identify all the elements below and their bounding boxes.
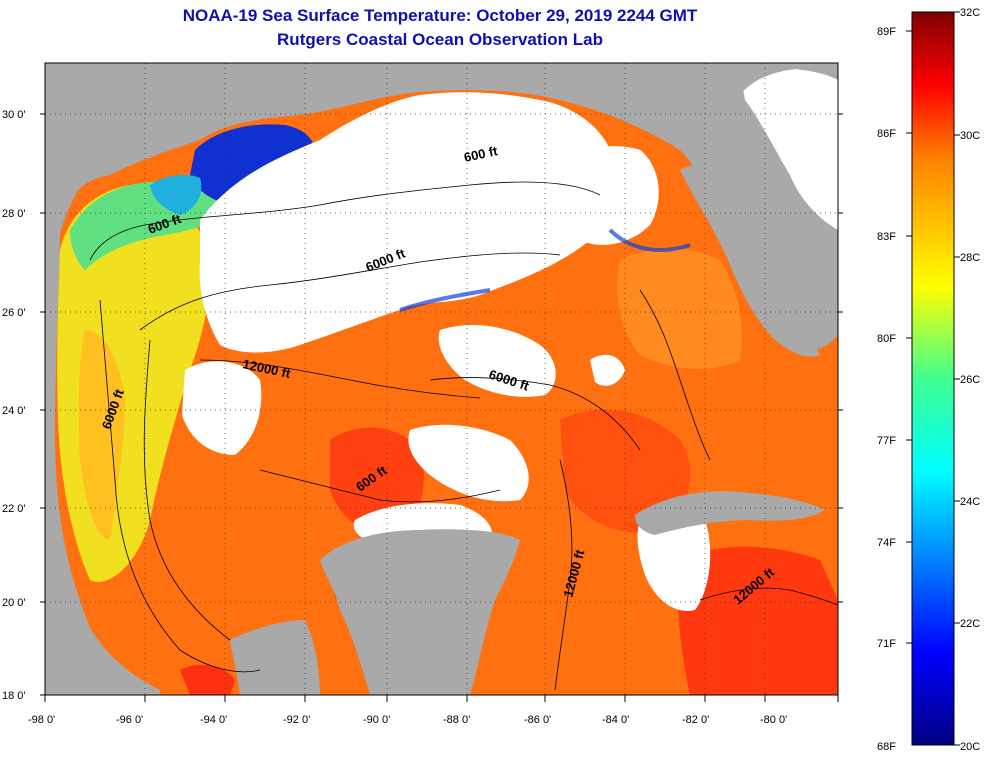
cold-fringe-northeast bbox=[608, 228, 691, 252]
southern-mexico-land bbox=[230, 620, 320, 695]
colorbar-f-label: 83F bbox=[877, 231, 896, 243]
colorbar-ticks bbox=[906, 11, 960, 746]
lon-tick-label: -98 0' bbox=[28, 714, 55, 726]
contour-florida-shelf bbox=[639, 289, 711, 461]
colorbar-f-label: 68F bbox=[877, 741, 896, 753]
eastern-gulf-warm-core bbox=[560, 409, 691, 533]
colorbar-c-label: 30C bbox=[960, 130, 980, 142]
map-area: 600 ft 600 ft 6000 ft 12000 ft 6000 ft 6… bbox=[45, 63, 838, 695]
colorbar-f-label: 80F bbox=[877, 333, 896, 345]
latitude-axis bbox=[40, 113, 843, 696]
colorbar-c-label: 22C bbox=[960, 618, 980, 630]
contour-600ft-shelf bbox=[99, 299, 261, 673]
lon-tick-label: -94 0' bbox=[200, 714, 227, 726]
lat-lon-grid bbox=[45, 63, 838, 695]
lon-tick-label: -88 0' bbox=[443, 714, 470, 726]
cloud-cover-central bbox=[438, 325, 556, 397]
mexico-west-coast-land bbox=[45, 255, 160, 695]
contour-label: 600 ft bbox=[463, 143, 500, 165]
lon-tick-label: -92 0' bbox=[283, 714, 310, 726]
lat-tick-label: 22 0' bbox=[2, 503, 26, 515]
cloud-cover-yucatan-channel bbox=[408, 424, 529, 502]
colorbar-c-label: 20C bbox=[960, 741, 980, 753]
colorbar-f-label: 86F bbox=[877, 128, 896, 140]
lon-tick-label: -90 0' bbox=[363, 714, 390, 726]
yucatan-peninsula bbox=[320, 529, 520, 695]
colorbar-f-label: 74F bbox=[877, 537, 896, 549]
lat-tick-label: 28 0' bbox=[2, 208, 26, 220]
contour-6000ft-east bbox=[429, 377, 641, 451]
colorbar-c-label: 32C bbox=[960, 7, 980, 19]
contour-600ft-west bbox=[89, 181, 601, 261]
cloud-cover-gulf-edge bbox=[590, 354, 625, 386]
chart-subtitle: Rutgers Coastal Ocean Observation Lab bbox=[277, 30, 603, 49]
florida-peninsula bbox=[680, 162, 820, 357]
lon-tick-label: -96 0' bbox=[116, 714, 143, 726]
lon-tick-label: -80 0' bbox=[760, 714, 787, 726]
cloud-cover-florida bbox=[740, 68, 838, 230]
lon-tick-label: -82 0' bbox=[682, 714, 709, 726]
cloud-cover-northeast bbox=[540, 146, 659, 245]
lon-tick-label: -84 0' bbox=[602, 714, 629, 726]
lat-tick-label: 26 0' bbox=[2, 307, 26, 319]
longitude-axis bbox=[44, 695, 839, 702]
lon-tick-label: -86 0' bbox=[524, 714, 551, 726]
cuba-island bbox=[635, 491, 825, 535]
cloud-cover-west-central bbox=[182, 361, 262, 455]
lat-tick-label: 20 0' bbox=[2, 597, 26, 609]
cloud-cover-north bbox=[199, 92, 614, 353]
louisiana-coastal-cyan bbox=[150, 174, 202, 215]
west-coast-warm-band bbox=[78, 330, 125, 540]
colorbar-c-label: 26C bbox=[960, 374, 980, 386]
colorbar-f-label: 77F bbox=[877, 435, 896, 447]
florida-shelf-warm bbox=[616, 248, 742, 370]
bathymetry-contours bbox=[89, 181, 838, 691]
contour-600ft-yucatan bbox=[259, 469, 501, 503]
lat-tick-label: 30 0' bbox=[2, 109, 26, 121]
colorbar-c-label: 24C bbox=[960, 496, 980, 508]
colorbar-f-label: 71F bbox=[877, 638, 896, 650]
lat-tick-label: 24 0' bbox=[2, 405, 26, 417]
lat-tick-label: 18 0' bbox=[2, 690, 26, 702]
caribbean-warm-core bbox=[678, 546, 838, 695]
map-frame bbox=[44, 62, 839, 696]
colorbar-f-label: 89F bbox=[877, 26, 896, 38]
contour-6000ft-west bbox=[143, 339, 231, 641]
cold-fringe-central bbox=[399, 288, 491, 312]
contour-12000ft-channel bbox=[554, 459, 573, 691]
contour-6000ft-north bbox=[139, 252, 561, 331]
colorbar bbox=[911, 11, 955, 746]
southwest-gulf-warm-spot bbox=[180, 664, 235, 695]
contour-12000ft bbox=[199, 359, 481, 399]
us-gulf-coast-land bbox=[45, 63, 838, 260]
contour-caribbean bbox=[699, 587, 838, 606]
colorbar-c-label: 28C bbox=[960, 252, 980, 264]
chart-title: NOAA-19 Sea Surface Temperature: October… bbox=[182, 6, 698, 25]
